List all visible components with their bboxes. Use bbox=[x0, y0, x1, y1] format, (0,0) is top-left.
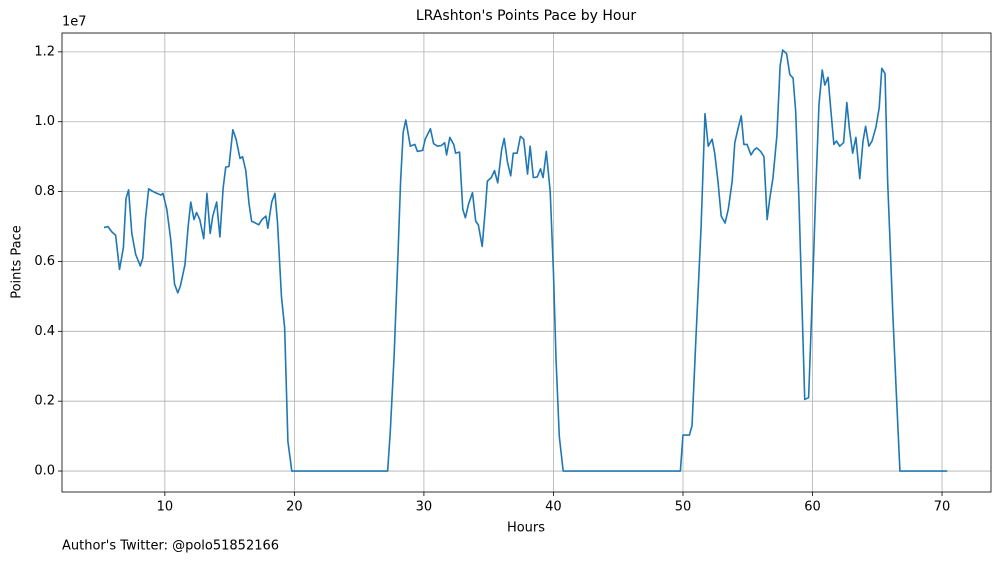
x-tick-label: 10 bbox=[157, 500, 174, 515]
y-tick-label: 0.6 bbox=[34, 254, 55, 269]
x-tick-label: 30 bbox=[416, 500, 433, 515]
x-tick-label: 70 bbox=[934, 500, 951, 515]
annotation: Author's Twitter: @polo51852166 bbox=[62, 539, 279, 554]
x-tick-label: 40 bbox=[545, 500, 562, 515]
x-tick-label: 60 bbox=[804, 500, 821, 515]
plot-frame bbox=[61, 32, 992, 493]
y-tick-label: 0.2 bbox=[34, 394, 55, 409]
y-tick-label: 1.0 bbox=[34, 114, 55, 129]
y-tick-label: 1.2 bbox=[34, 44, 55, 59]
y-tick-label: 0.4 bbox=[34, 324, 55, 339]
y-axis-label: Points Pace bbox=[10, 225, 25, 299]
data-line bbox=[103, 49, 948, 472]
y-tick-label: 0.8 bbox=[34, 184, 55, 199]
x-axis-label: Hours bbox=[507, 521, 545, 536]
x-tick-label: 20 bbox=[286, 500, 303, 515]
x-tick-label: 50 bbox=[675, 500, 692, 515]
chart-title: LRAshton's Points Pace by Hour bbox=[416, 8, 636, 24]
y-tick-label: 0.0 bbox=[34, 464, 55, 479]
y-offset-label: 1e7 bbox=[62, 15, 87, 30]
